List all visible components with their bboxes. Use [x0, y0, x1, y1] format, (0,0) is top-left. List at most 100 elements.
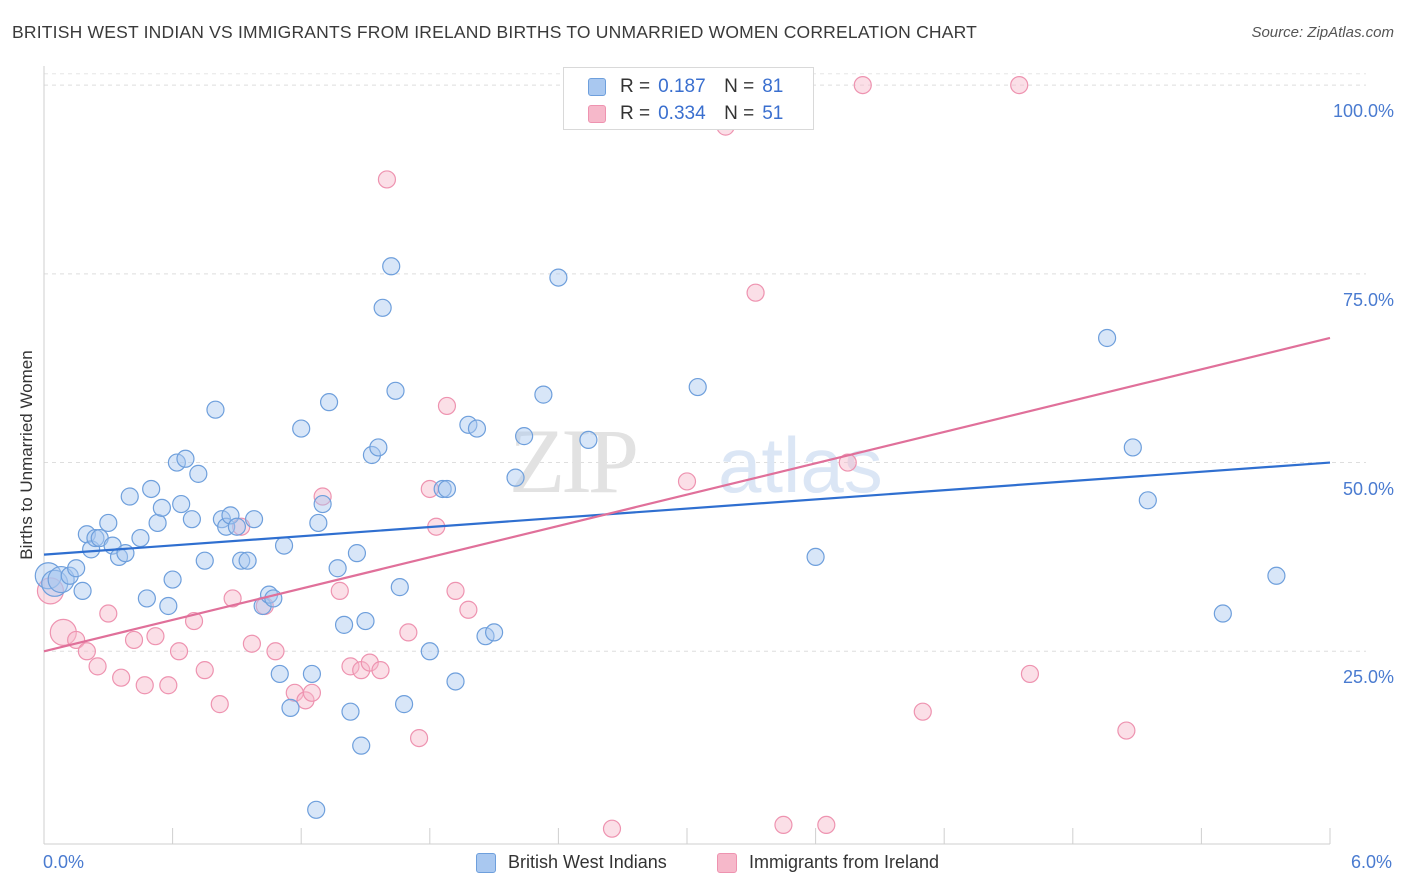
point-ireland: [677, 472, 697, 491]
point-bwi: [163, 570, 182, 589]
point-bwi: [806, 547, 825, 567]
point-ireland: [36, 577, 65, 605]
point-bwi: [159, 596, 178, 616]
point-ireland: [223, 589, 242, 608]
point-bwi: [579, 430, 598, 450]
watermark-zip: ZIP: [509, 410, 636, 512]
legend-label-bwi: British West Indians: [508, 852, 667, 872]
x-tick-label-min: 0.0%: [43, 852, 85, 872]
point-bwi: [167, 453, 186, 472]
point-bwi: [390, 578, 409, 597]
point-ireland: [195, 661, 214, 680]
legend-n-label: N =: [724, 103, 755, 124]
point-bwi: [467, 419, 487, 438]
point-bwi: [446, 672, 465, 691]
point-ireland: [1010, 75, 1029, 95]
legend-row-ireland: R = 0.334 N = 51: [588, 103, 783, 125]
point-bwi: [238, 551, 257, 570]
legend-label-ireland: Immigrants from Ireland: [749, 852, 940, 872]
point-ireland: [313, 487, 332, 506]
axes: [43, 66, 1331, 845]
legend-n-label: N =: [724, 76, 755, 97]
point-bwi: [86, 528, 105, 548]
point-bwi: [549, 268, 568, 287]
point-bwi: [394, 695, 414, 714]
point-bwi: [227, 517, 246, 536]
legend-r-value: 0.187: [658, 76, 706, 97]
point-bwi: [341, 702, 360, 721]
point-ireland: [77, 642, 96, 661]
legend-item-ireland: Immigrants from Ireland: [717, 852, 939, 873]
point-ireland: [242, 634, 262, 653]
point-bwi: [362, 445, 382, 465]
point-ireland: [135, 676, 154, 695]
legend-swatch-blue: [588, 78, 606, 96]
point-bwi: [281, 698, 300, 717]
point-ireland: [112, 668, 131, 687]
point-ireland: [746, 283, 765, 302]
point-ireland: [377, 170, 397, 189]
point-ireland: [853, 75, 872, 95]
point-bwi: [47, 565, 75, 594]
point-ireland: [330, 581, 349, 600]
point-bwi: [420, 642, 439, 661]
point-bwi: [142, 479, 161, 499]
point-ireland: [266, 642, 285, 661]
point-bwi: [172, 494, 191, 514]
correlation-legend: R = 0.187 N = 81 R = 0.334 N = 51: [563, 67, 814, 130]
legend-item-bwi: British West Indians: [476, 852, 667, 873]
point-bwi: [382, 257, 401, 276]
point-ireland: [341, 657, 360, 676]
trend-lines: [43, 336, 1331, 653]
legend-r-label: R =: [620, 76, 651, 97]
point-bwi: [221, 506, 240, 525]
point-bwi: [328, 559, 347, 578]
point-bwi: [67, 559, 86, 578]
point-bwi: [1138, 491, 1157, 510]
point-bwi: [120, 487, 139, 506]
point-ireland: [88, 657, 107, 676]
point-bwi: [506, 468, 525, 487]
legend-swatch-pink: [588, 105, 606, 123]
point-bwi: [274, 536, 294, 555]
point-ireland: [371, 661, 390, 680]
y-tick-label: 50.0%: [1342, 478, 1394, 499]
point-bwi: [307, 800, 326, 819]
y-tick-label: 75.0%: [1342, 289, 1394, 310]
point-bwi: [369, 438, 388, 457]
point-bwi: [232, 551, 251, 570]
y-tick-label: 25.0%: [1342, 667, 1394, 688]
point-bwi: [189, 464, 208, 483]
point-bwi: [292, 419, 311, 438]
point-bwi: [386, 381, 405, 400]
point-bwi: [206, 400, 225, 419]
source-credit: Source: ZipAtlas.com: [1251, 24, 1394, 41]
point-bwi: [1213, 604, 1232, 623]
point-ireland: [99, 604, 118, 623]
point-bwi: [373, 298, 392, 317]
point-ireland: [409, 728, 429, 748]
point-bwi: [309, 513, 328, 533]
point-bwi: [352, 736, 371, 755]
point-ireland: [1020, 664, 1040, 684]
series-legend: British West Indians Immigrants from Ire…: [0, 852, 1406, 876]
legend-row-bwi: R = 0.187 N = 81: [588, 76, 783, 98]
point-ireland: [302, 683, 322, 702]
point-ireland: [437, 396, 457, 416]
point-bwi: [270, 664, 289, 684]
point-bwi: [217, 517, 236, 536]
point-bwi: [152, 498, 171, 517]
point-bwi: [131, 528, 150, 548]
point-bwi: [182, 510, 201, 529]
point-bwi: [476, 627, 495, 646]
point-bwi: [73, 581, 92, 600]
legend-r-label: R =: [620, 103, 651, 124]
x-tick-label-max: 6.0%: [1350, 852, 1392, 872]
point-bwi: [244, 510, 264, 529]
point-bwi: [433, 479, 452, 499]
point-ireland: [210, 695, 229, 714]
chart-title: BRITISH WEST INDIAN VS IMMIGRANTS FROM I…: [12, 22, 978, 42]
point-ireland: [774, 815, 793, 835]
point-ireland: [446, 581, 465, 600]
